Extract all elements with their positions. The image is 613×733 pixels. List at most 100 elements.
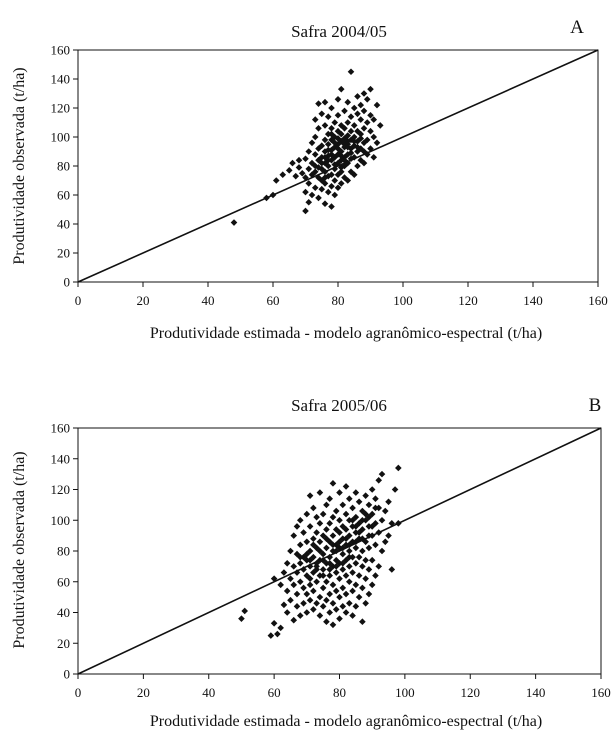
panel-a-data-point [344,132,352,139]
panel-a-data-point [302,155,309,163]
panel-b-data-point [290,563,298,570]
panel-b-data-point [238,615,245,622]
panel-b-data-point [395,464,402,472]
panel-a-y-tick-label: 140 [51,72,71,87]
panel-b-data-point [313,560,320,567]
panel-b-data-point [362,492,369,499]
panel-b-data-point [313,529,320,536]
panel-b-data-point [378,470,386,478]
panel-b-data-point [310,587,317,595]
panel-b-data-point [359,618,366,626]
panel-a-data-point [360,148,368,155]
panel-b-y-tick-label: 120 [51,482,71,497]
panel-a-data-point [337,152,345,160]
panel-b-data-point [342,572,350,579]
panel-b-data-point [323,578,330,586]
panel-b-data-point [342,609,350,616]
panel-b-title: Safra 2005/06 [291,396,387,415]
panel-b-data-point [349,587,356,595]
panel-a-data-point [328,130,335,138]
panel-b-data-point [323,596,330,604]
panel-a-data-point [334,184,342,192]
panel-b-data-point [336,538,343,546]
panel-b-data-point [352,523,360,530]
panel-b-data-point [332,507,340,515]
panel-a-x-tick-label: 120 [458,293,478,308]
panel-b-data-point [310,606,317,613]
panel-a-letter: A [570,17,584,38]
panel-a-data-point [321,98,329,106]
panel-a-data-point [350,122,358,129]
panel-a-data-point [344,143,352,151]
panel-b-data-point [310,535,317,542]
panel-a-data-point [373,101,381,109]
panel-b-data-point [303,590,311,598]
panel-b-data-point [349,612,356,619]
panel-b-data-point [342,590,350,598]
panel-b-data-point [296,516,304,524]
panel-a-data-point [354,143,361,151]
panel-b-data-point [296,560,304,567]
panel-b-data-point [349,504,356,512]
panel-a-data-point [328,151,335,158]
panel-b-data-point [329,480,337,487]
panel-b-x-tick-label: 0 [75,685,82,700]
panel-b-data-point [372,541,379,549]
panel-b-data-point [362,556,369,564]
panel-a-data-point [337,164,345,171]
panel-a-y-tick-label: 40 [57,217,70,232]
panel-a-data-point [360,139,368,147]
panel-b-data-point [277,624,284,632]
panel-a-data-point [321,154,329,161]
panel-a-data-point [321,180,329,187]
panel-a-data-point [344,177,352,184]
panel-b-data-point [346,563,353,570]
panel-b-data-point [375,476,383,484]
panel-b-data-point [326,560,333,567]
panel-b-data-point [316,489,324,496]
panel-a-data-point [360,90,368,97]
panel-a-y-tick-label: 120 [51,101,71,116]
panel-b-data-point [352,538,360,546]
panel-b-data-point [316,520,324,527]
panel-b-data-point [359,547,366,555]
panel-b-data-point [300,566,307,573]
panel-b-data-point [323,535,330,542]
panel-b-data-point [300,599,307,607]
panel-b: Safra 2005/06 B 0 20 40 60 80 100 120 140 160 0 20… [11,395,611,730]
panel-a-data-point [370,116,378,123]
panel-a-data-point [337,85,345,93]
panel-b-data-point [280,569,288,576]
panel-b-data-point [329,599,337,607]
panel-a-data-point [324,156,332,164]
panel-b-data-point [323,501,330,509]
panel-b-data-point [372,504,379,512]
panel-a-x-tick-label: 100 [393,293,413,308]
panel-a-ticks: 0 20 40 60 80 100 120 140 160 0 20 40 60 80 100 120 140 1… [51,43,608,309]
panel-a-x-tick-label: 140 [523,293,543,308]
panel-b-data-point [339,501,347,509]
panel-b-data-point [293,569,301,576]
panel-a-data-point [334,135,342,142]
panel-b-x-tick-label: 80 [333,685,346,700]
panel-a-data-point [285,167,293,174]
panel-a-data-point [269,191,277,199]
panel-b-data-point [332,587,340,595]
panel-b-data-point [329,621,337,629]
panel-a-data-point [354,93,361,100]
panel-b-y-tick-label: 60 [57,574,70,589]
panel-b-data-point [329,541,337,549]
panel-b-data-point [306,575,314,582]
panel-b-data-point [306,563,314,570]
panel-a-data-point [363,96,371,103]
panel-a-data-point [357,130,365,138]
panel-b-data-point [365,590,373,598]
panel-a: Safra 2004/05 A 0 20 40 60 80 100 120 140 160 0 20… [11,17,608,342]
panel-b-data-point [346,495,353,503]
panel-a-data-point [357,156,365,164]
panel-a-data-point [350,104,358,112]
panel-b-data-point [319,584,327,592]
panel-b-y-tick-label: 140 [51,451,71,466]
panel-a-data-point [337,130,345,138]
panel-b-data-point [339,603,347,610]
